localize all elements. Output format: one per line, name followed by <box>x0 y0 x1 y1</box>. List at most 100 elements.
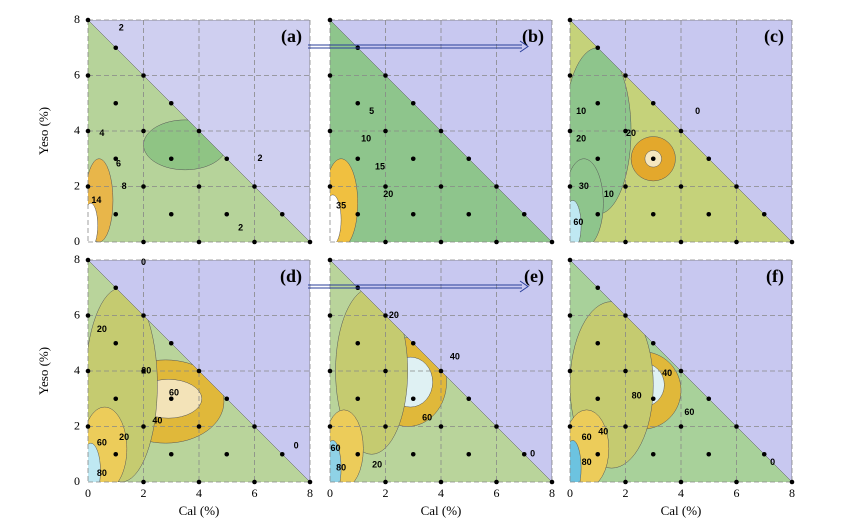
design-point <box>327 313 333 318</box>
design-point <box>141 184 146 189</box>
design-point <box>761 211 767 217</box>
design-point <box>438 184 444 189</box>
y-tick-label: 8 <box>74 252 80 266</box>
design-point <box>789 239 795 245</box>
design-point <box>252 239 257 245</box>
y-tick-label: 0 <box>74 234 80 248</box>
y-tick-label: 4 <box>74 123 80 137</box>
panel: 0 2 4 6 8 40 60 80 60 40 80 0 (f) Cal (%) <box>567 257 795 518</box>
design-point <box>355 100 361 106</box>
design-point <box>196 368 202 374</box>
design-point <box>355 451 361 457</box>
design-point <box>383 479 388 485</box>
design-point <box>623 313 628 318</box>
x-tick-label: 8 <box>789 486 795 500</box>
contour-label: 2 <box>258 153 263 163</box>
design-point <box>678 184 684 189</box>
design-point <box>438 128 444 134</box>
design-point <box>650 100 656 106</box>
contour-label: 60 <box>169 388 179 398</box>
design-point <box>595 211 601 217</box>
design-point <box>650 211 656 217</box>
design-point <box>327 257 333 263</box>
y-tick-label: 6 <box>74 67 80 81</box>
design-point <box>678 368 684 374</box>
contour-label: 0 <box>695 106 700 116</box>
design-point <box>650 396 656 402</box>
design-point <box>196 184 202 189</box>
design-point <box>567 368 573 374</box>
panel: 5 10 15 20 35 (b) <box>327 17 555 245</box>
contour-label: 40 <box>450 352 460 362</box>
design-point <box>623 239 628 245</box>
design-point <box>383 128 388 134</box>
design-point <box>196 128 202 134</box>
contour-label: 20 <box>141 365 151 375</box>
design-point <box>567 128 573 134</box>
design-point <box>595 285 601 291</box>
design-point <box>466 451 472 457</box>
design-point <box>494 479 499 485</box>
design-point <box>706 156 712 162</box>
x-tick-label: 4 <box>196 486 202 500</box>
design-point <box>567 73 573 78</box>
design-point <box>224 211 230 217</box>
design-point <box>113 285 119 291</box>
design-point <box>113 451 119 457</box>
contour-label: 40 <box>598 426 608 436</box>
field-region <box>330 194 342 242</box>
design-point <box>141 368 146 374</box>
design-point <box>141 424 146 429</box>
design-point <box>224 451 230 457</box>
design-point <box>85 368 91 374</box>
design-point <box>113 340 119 346</box>
design-point <box>595 340 601 346</box>
x-tick-label: 6 <box>252 486 258 500</box>
contour-label: 20 <box>372 460 382 470</box>
design-point <box>650 451 656 457</box>
panel: 0 2 4 6 8 2 4 6 8 14 2 2 (a) Yeso (%) <box>36 12 313 248</box>
contour-label: 20 <box>119 432 129 442</box>
design-point <box>168 451 174 457</box>
design-point <box>567 184 573 189</box>
design-point <box>85 184 91 189</box>
contour-label: 20 <box>97 324 107 334</box>
design-point <box>678 479 684 485</box>
contour-label: 80 <box>97 468 107 478</box>
design-point <box>410 156 416 162</box>
panel-label: (e) <box>524 266 544 287</box>
contour-label: 6 <box>116 159 121 169</box>
design-point <box>438 368 444 374</box>
design-point <box>224 156 230 162</box>
design-point <box>595 45 601 51</box>
field-region <box>570 440 582 482</box>
field-region <box>88 442 101 482</box>
design-point <box>355 396 361 402</box>
design-point <box>113 100 119 106</box>
design-point <box>383 313 388 318</box>
x-axis-label: Cal (%) <box>179 503 220 518</box>
y-tick-label: 0 <box>74 474 80 488</box>
design-point <box>113 45 119 51</box>
contour-fill <box>570 260 792 482</box>
design-point <box>252 184 257 189</box>
design-point <box>438 424 444 429</box>
panel-label: (b) <box>522 26 544 47</box>
design-point <box>789 479 795 485</box>
contour-label: 2 <box>119 23 124 33</box>
design-point <box>383 73 388 78</box>
design-point <box>279 211 285 217</box>
design-point <box>438 239 444 245</box>
field-region <box>570 200 582 242</box>
design-point <box>734 239 739 245</box>
y-axis-label: Yeso (%) <box>36 107 51 155</box>
design-point <box>466 211 472 217</box>
design-point <box>355 340 361 346</box>
design-point <box>623 73 628 78</box>
contour-label: 8 <box>122 181 127 191</box>
design-point <box>85 313 91 318</box>
contour-label: 0 <box>141 257 146 267</box>
design-point <box>327 128 333 134</box>
design-point <box>168 100 174 106</box>
